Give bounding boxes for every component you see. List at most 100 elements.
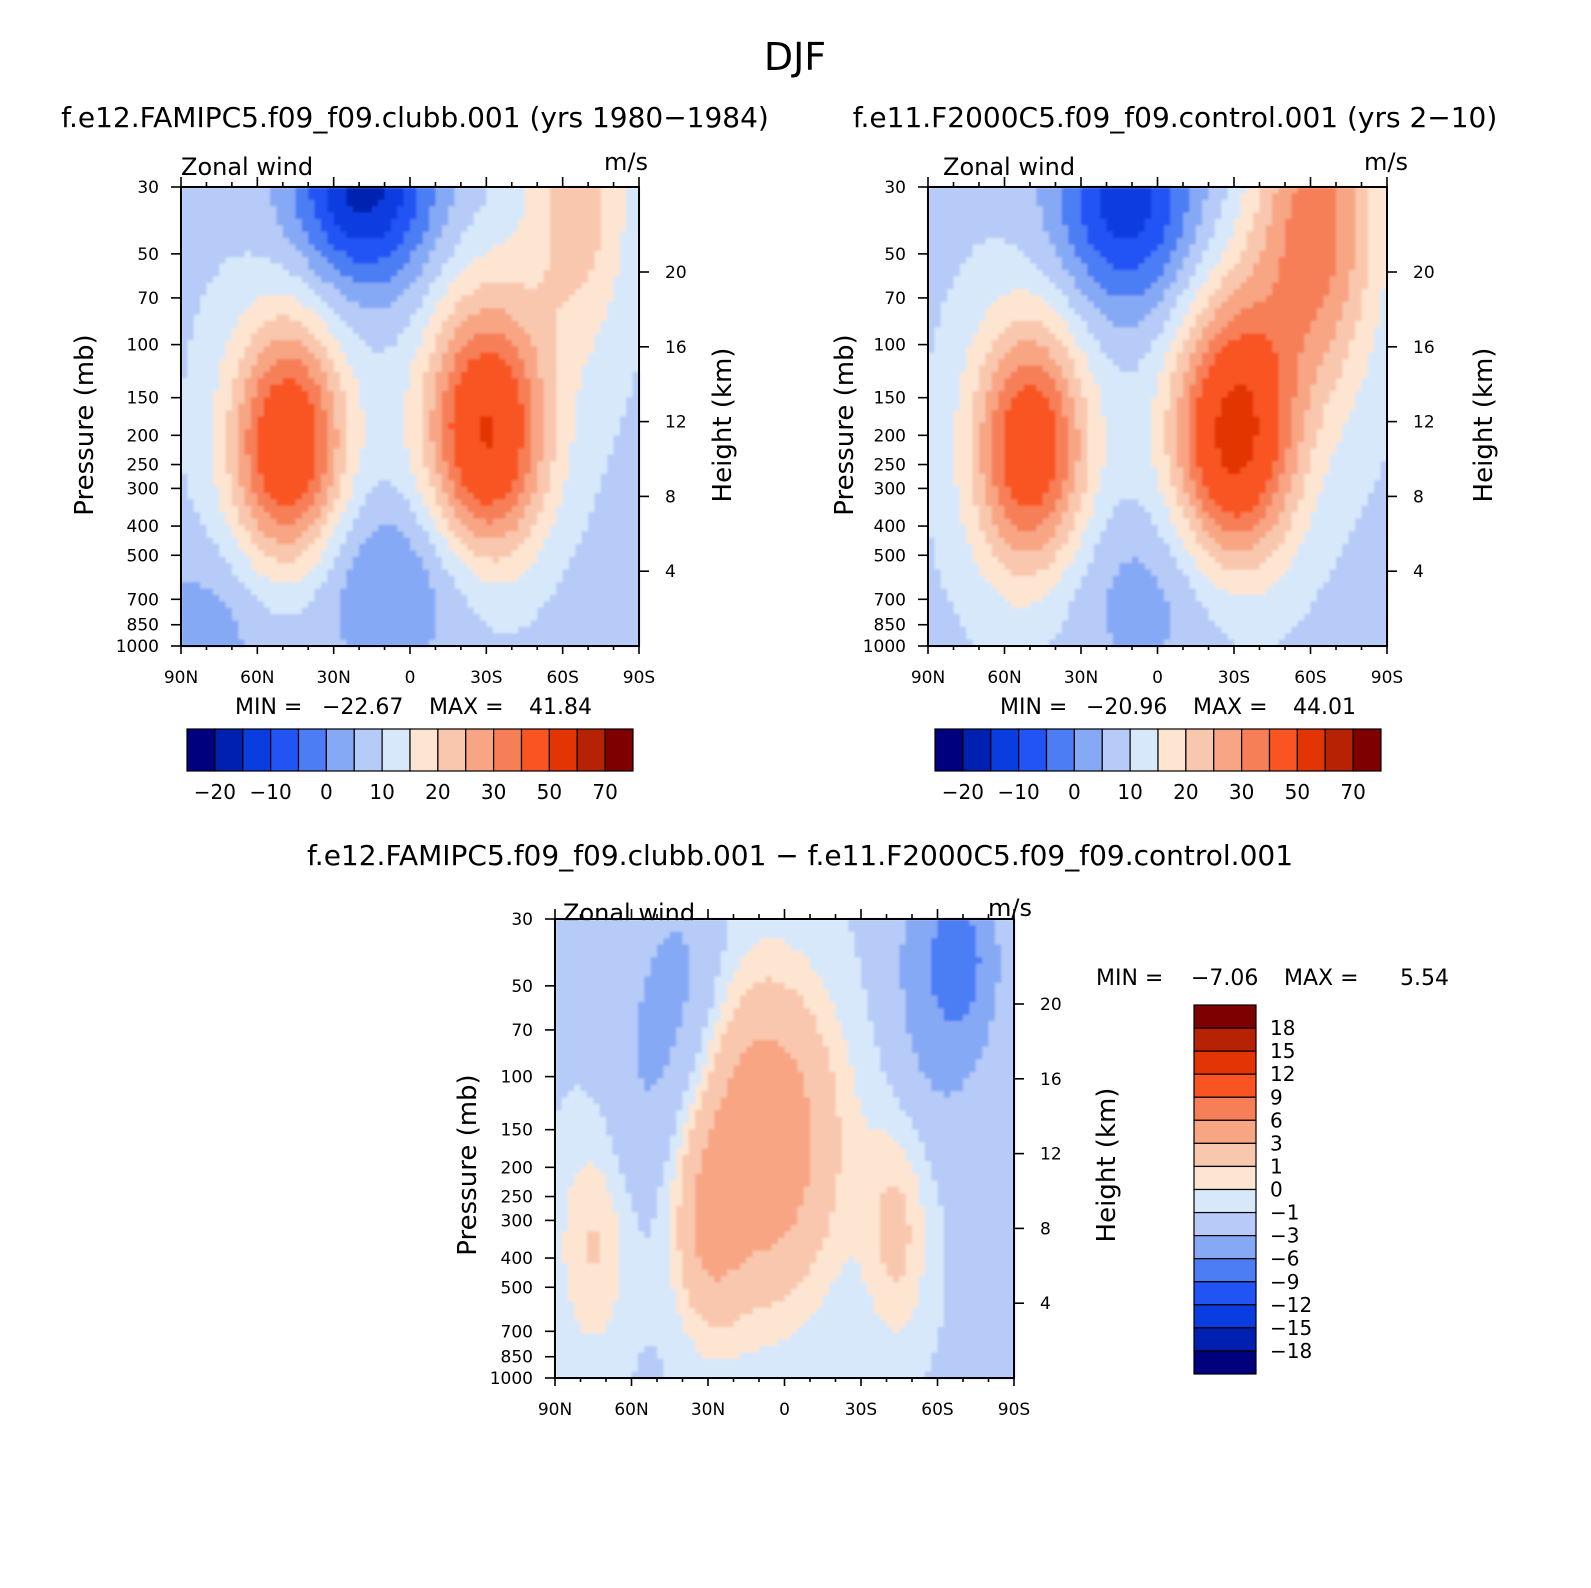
contour-cell (206, 512, 214, 520)
contour-cell (238, 518, 246, 526)
contour-cell (403, 289, 411, 296)
contour-cell (270, 289, 278, 296)
contour-cell (378, 582, 386, 590)
contour-cell (365, 218, 373, 226)
contour-cell (613, 435, 621, 443)
contour-cell (225, 499, 233, 507)
contour-cell (505, 250, 513, 258)
contour-field (181, 187, 640, 647)
contour-cell (403, 397, 411, 405)
contour-cell (448, 486, 456, 494)
contour-cell (505, 499, 513, 507)
contour-cell (486, 193, 494, 201)
contour-cell (613, 429, 621, 437)
contour-cell (289, 269, 297, 277)
contour-cell (569, 601, 576, 609)
contour-cell (556, 620, 564, 628)
contour-cell (429, 480, 437, 488)
contour-cell (619, 384, 627, 392)
contour-cell (276, 582, 284, 590)
contour-cell (410, 410, 417, 418)
contour-cell (346, 480, 354, 488)
contour-cell (270, 442, 278, 449)
contour-cell (365, 391, 373, 398)
contour-cell (327, 435, 335, 443)
contour-cell (314, 442, 322, 449)
contour-cell (365, 206, 373, 214)
contour-cell (371, 352, 379, 360)
contour-cell (626, 289, 634, 296)
contour-cell (422, 518, 430, 526)
contour-cell (181, 607, 188, 615)
contour-cell (238, 276, 246, 284)
contour-cell (619, 505, 627, 513)
contour-cell (460, 575, 468, 583)
contour-cell (301, 269, 309, 277)
contour-cell (219, 314, 227, 322)
contour-cell (250, 340, 258, 347)
contour-cell (511, 461, 519, 469)
contour-cell (581, 250, 589, 258)
contour-cell (441, 454, 449, 462)
contour-cell (187, 493, 195, 500)
contour-cell (435, 320, 443, 328)
contour-cell (429, 282, 437, 290)
contour-cell (397, 429, 405, 437)
contour-cell (181, 320, 188, 328)
contour-cell (397, 607, 405, 615)
contour-cell (206, 467, 214, 475)
contour-cell (460, 206, 468, 214)
contour-cell (524, 473, 532, 481)
contour-cell (600, 320, 608, 328)
contour-cell (524, 371, 532, 379)
contour-cell (257, 556, 265, 564)
contour-cell (448, 435, 456, 443)
contour-cell (365, 403, 373, 411)
contour-cell (505, 282, 513, 290)
contour-cell (613, 352, 621, 360)
contour-cell (219, 289, 227, 296)
contour-cell (479, 231, 487, 239)
contour-cell (632, 333, 640, 341)
contour-cell (352, 391, 360, 398)
contour-cell (632, 601, 640, 609)
contour-cell (410, 454, 417, 462)
contour-cell (257, 257, 265, 265)
contour-cell (518, 480, 526, 488)
contour-cell (384, 384, 392, 392)
contour-cell (473, 518, 481, 526)
contour-cell (384, 448, 392, 456)
contour-cell (193, 365, 201, 373)
contour-cell (600, 410, 608, 418)
contour-cell (371, 448, 379, 456)
contour-cell (282, 429, 290, 437)
contour-cell (422, 556, 430, 564)
contour-cell (613, 544, 621, 551)
contour-cell (359, 301, 367, 309)
contour-cell (270, 493, 278, 500)
contour-cell (460, 531, 468, 539)
contour-cell (486, 499, 494, 507)
contour-cell (607, 448, 615, 456)
contour-cell (556, 378, 564, 386)
contour-cell (301, 569, 309, 577)
contour-cell (569, 282, 576, 290)
contour-cell (282, 582, 290, 590)
contour-cell (518, 601, 526, 609)
contour-cell (499, 206, 507, 214)
contour-cell (600, 473, 608, 481)
contour-cell (549, 524, 557, 532)
contour-cell (352, 607, 360, 615)
contour-cell (289, 416, 297, 424)
contour-cell (193, 206, 201, 214)
contour-cell (460, 422, 468, 430)
contour-cell (212, 575, 220, 583)
contour-cell (276, 391, 284, 398)
contour-cell (569, 359, 576, 367)
contour-cell (479, 193, 487, 201)
contour-cell (594, 231, 602, 239)
contour-cell (282, 454, 290, 462)
contour-cell (435, 231, 443, 239)
contour-cell (384, 550, 392, 558)
contour-cell (518, 435, 526, 443)
